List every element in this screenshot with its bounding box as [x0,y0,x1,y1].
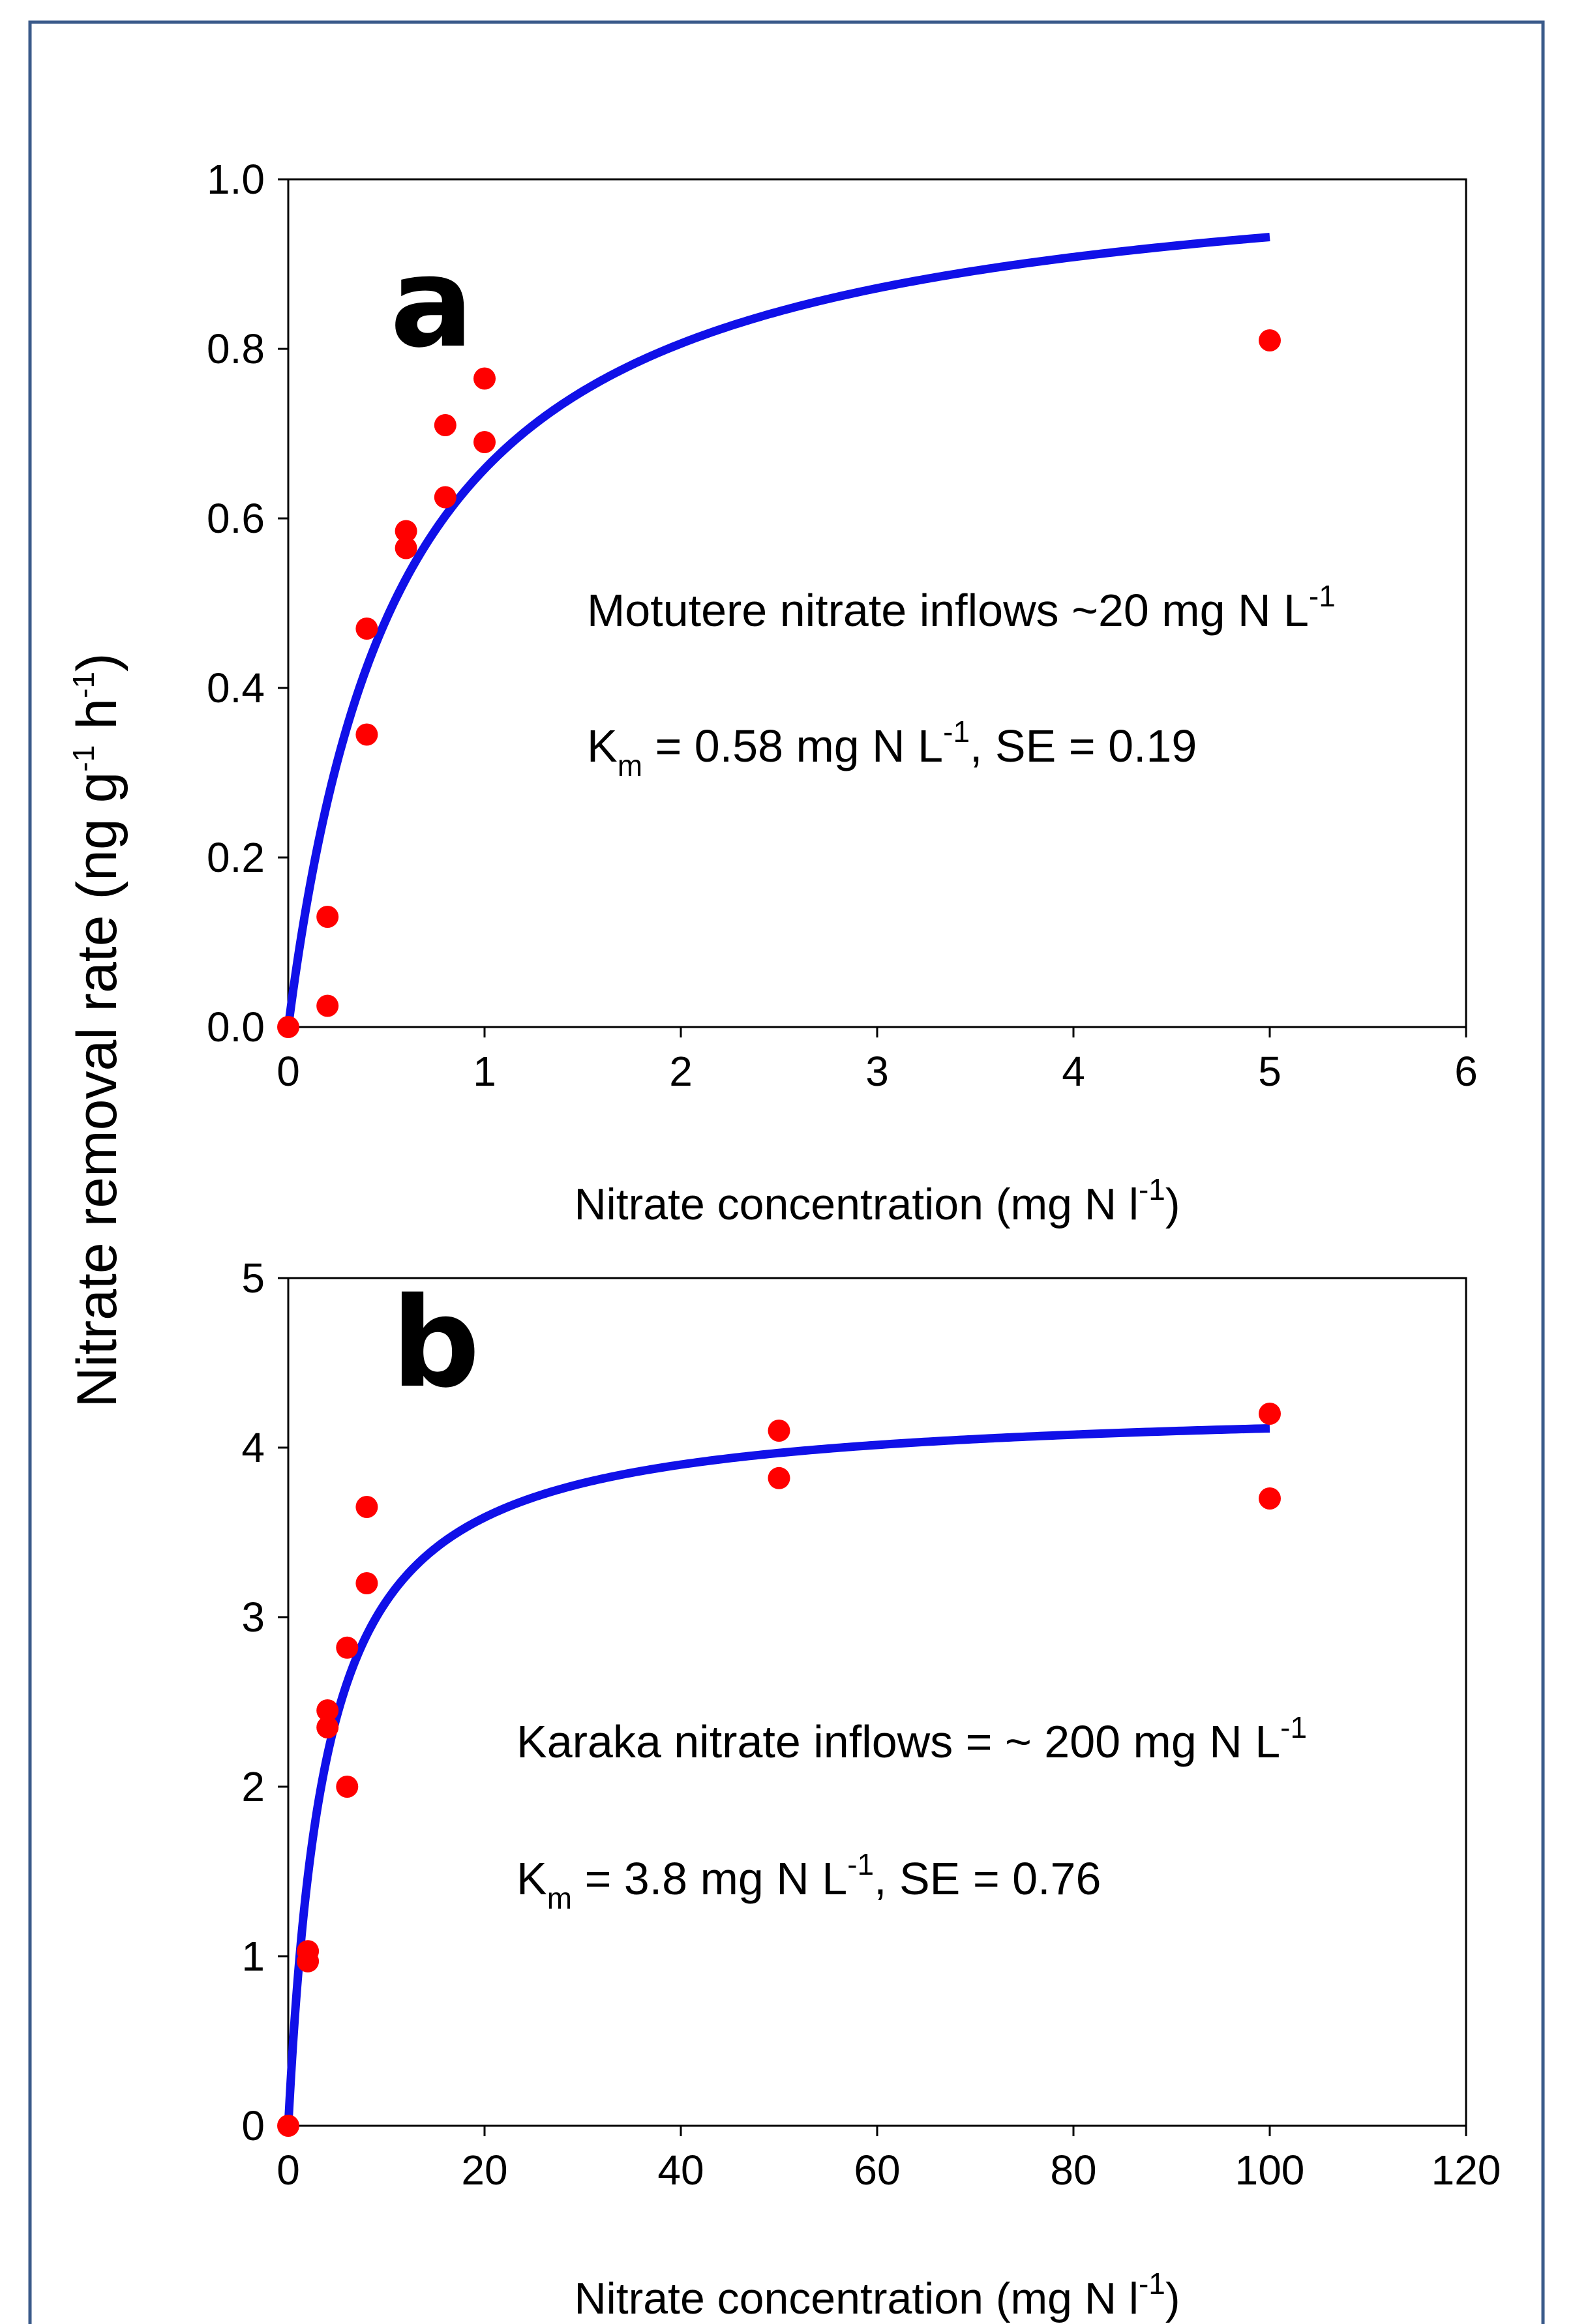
data-point [434,486,457,509]
panel-b-marks [277,1403,1281,2137]
x-tick-label: 60 [854,2147,900,2194]
figure-border [28,20,1545,2324]
panel-a-axes: 0 1 2 3 4 5 6 0.0 0.2 0.4 0.6 0.8 1.0 [207,156,1478,1095]
data-point [768,1467,790,1489]
data-point [434,414,457,436]
data-point [277,1016,299,1038]
fit-curve [284,233,1270,1032]
x-tick-label: 5 [1258,1048,1281,1095]
x-tick-label: 4 [1062,1048,1085,1095]
x-tick-label: 20 [461,2147,507,2194]
x-tick-label: 120 [1431,2147,1501,2194]
y-tick-label: 3 [241,1594,265,1641]
data-point [1259,1487,1281,1510]
y-tick-label: 0.2 [207,834,265,881]
y-tick-label: 0.8 [207,325,265,372]
y-tick-label: 5 [241,1255,265,1302]
x-tick-label: 1 [473,1048,496,1095]
y-tick-label: 0 [241,2102,265,2149]
data-point [316,1699,339,1721]
data-point [355,1572,378,1594]
x-tick-label: 3 [865,1048,889,1095]
data-point [277,2115,299,2137]
y-tick-label: 0.6 [207,495,265,542]
panel-b-annotation-km: Km = 3.8 mg N L-1, SE = 0.76 [517,1847,1101,1915]
data-point [473,367,496,390]
data-point [768,1420,790,1442]
data-point [316,1716,339,1738]
panel-a-annotation-inflow: Motutere nitrate inflows ~20 mg N L-1 [587,579,1336,636]
data-point [336,1776,359,1798]
data-point [1259,1403,1281,1425]
data-point [355,618,378,640]
y-tick-label: 2 [241,1763,265,1810]
panel-b: 0 20 40 60 80 100 120 0 1 2 3 4 5 b Nitrate concentr… [241,1255,1501,2323]
panel-a-letter: a [390,231,473,375]
data-point [395,520,417,543]
y-tick-label: 0.4 [207,664,265,711]
y-axis-label: Nitrate removal rate (ng g-1 h-1) [66,653,128,1407]
data-point [1259,329,1281,351]
data-point [316,906,339,928]
y-tick-label: 4 [241,1424,265,1471]
x-tick-label: 100 [1235,2147,1305,2194]
data-point [355,723,378,746]
panel-a: 0 1 2 3 4 5 6 0.0 0.2 0.4 0.6 0.8 1.0 a Nitrate conc… [207,156,1478,1229]
x-tick-label: 40 [657,2147,704,2194]
data-point [336,1636,359,1659]
y-tick-label: 1.0 [207,156,265,203]
fit-curve [284,1423,1270,2130]
data-point [355,1496,378,1518]
panel-b-x-axis-label: Nitrate concentration (mg N l-1) [574,2267,1180,2323]
panel-a-x-axis-label: Nitrate concentration (mg N l-1) [574,1172,1180,1229]
x-tick-label: 2 [669,1048,693,1095]
y-tick-label: 0.0 [207,1004,265,1050]
panel-a-annotation-km: Km = 0.58 mg N L-1, SE = 0.19 [587,715,1197,782]
y-tick-label: 1 [241,1933,265,1980]
data-point [297,1950,320,1973]
x-tick-label: 80 [1050,2147,1096,2194]
data-point [316,994,339,1017]
data-point [473,431,496,453]
x-tick-label: 0 [277,2147,300,2194]
panel-b-annotation-inflow: Karaka nitrate inflows = ~ 200 mg N L-1 [517,1710,1307,1767]
panel-b-axes: 0 20 40 60 80 100 120 0 1 2 3 4 5 [241,1255,1501,2194]
panel-b-letter: b [391,1271,480,1415]
x-tick-label: 0 [277,1048,300,1095]
x-tick-label: 6 [1454,1048,1478,1095]
panel-a-marks [277,233,1281,1038]
data-point [395,537,417,559]
